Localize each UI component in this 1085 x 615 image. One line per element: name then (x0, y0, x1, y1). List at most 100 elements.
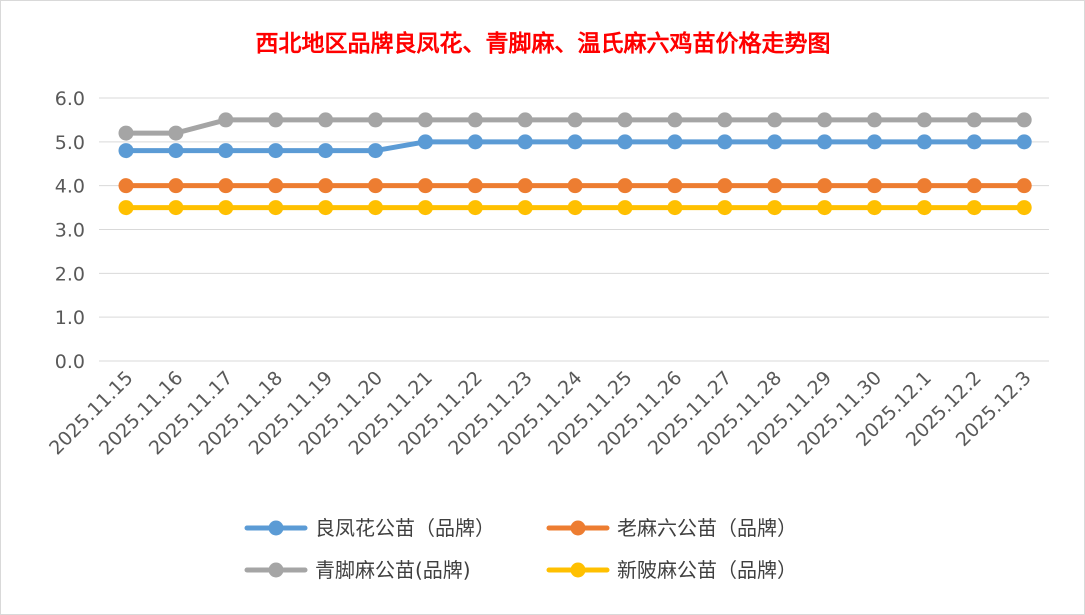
data-point (567, 134, 583, 150)
data-point (517, 112, 533, 128)
data-point (268, 143, 284, 159)
data-point (268, 178, 284, 194)
data-point (517, 200, 533, 216)
series-lines (118, 112, 1032, 216)
series-3 (118, 112, 1032, 141)
y-tick-label: 0.0 (55, 351, 85, 373)
data-point (1016, 134, 1032, 150)
data-point (817, 134, 833, 150)
data-point (467, 112, 483, 128)
data-point (617, 200, 633, 216)
data-point (817, 178, 833, 194)
data-point (567, 178, 583, 194)
y-tick-label: 5.0 (55, 132, 85, 154)
data-point (867, 200, 882, 216)
data-point (368, 200, 383, 216)
y-tick-label: 6.0 (55, 88, 85, 110)
data-point (567, 112, 583, 128)
data-point (867, 178, 882, 194)
data-point (168, 143, 184, 159)
x-axis-ticks: 2025.11.152025.11.162025.11.172025.11.18… (45, 367, 1036, 459)
data-point (767, 134, 783, 150)
data-point (118, 178, 134, 194)
data-point (218, 200, 234, 216)
data-point (617, 178, 633, 194)
series-1 (118, 134, 1032, 159)
data-point (118, 200, 134, 216)
series-2 (118, 178, 1032, 194)
data-point (1016, 112, 1032, 128)
data-point (916, 134, 932, 150)
data-point (368, 112, 383, 128)
data-point (667, 178, 683, 194)
data-point (817, 200, 833, 216)
data-point (517, 178, 533, 194)
legend-label: 青脚麻公苗(品牌) (315, 558, 471, 582)
data-point (368, 178, 383, 194)
data-point (218, 143, 234, 159)
data-point (118, 125, 134, 141)
data-point (916, 112, 932, 128)
y-axis-ticks: 0.0 1.0 2.0 3.0 4.0 5.0 6.0 (55, 88, 85, 373)
data-point (218, 178, 234, 194)
data-point (817, 112, 833, 128)
data-point (767, 112, 783, 128)
data-point (617, 112, 633, 128)
legend-label: 良凤花公苗（品牌） (315, 516, 495, 540)
y-tick-label: 3.0 (55, 220, 85, 242)
data-point (966, 200, 982, 216)
data-point (318, 178, 334, 194)
data-point (717, 200, 733, 216)
data-point (617, 134, 633, 150)
legend-marker (268, 520, 284, 536)
legend-label: 新陂麻公苗（品牌） (617, 558, 797, 582)
data-point (567, 200, 583, 216)
legend-marker (570, 562, 586, 578)
legend: 良凤花公苗（品牌） 老麻六公苗（品牌） 青脚麻公苗(品牌) 新陂麻公苗（品牌） (244, 516, 797, 582)
data-point (717, 178, 733, 194)
data-point (118, 143, 134, 159)
data-point (667, 112, 683, 128)
y-tick-label: 4.0 (55, 176, 85, 198)
data-point (966, 134, 982, 150)
data-point (318, 200, 334, 216)
data-point (417, 178, 433, 194)
data-point (368, 143, 383, 159)
legend-marker (268, 562, 284, 578)
data-point (417, 134, 433, 150)
data-point (966, 112, 982, 128)
data-point (767, 178, 783, 194)
legend-item: 老麻六公苗（品牌） (546, 516, 797, 540)
data-point (218, 112, 234, 128)
data-point (867, 134, 882, 150)
data-point (417, 200, 433, 216)
data-point (467, 178, 483, 194)
data-point (517, 134, 533, 150)
data-point (767, 200, 783, 216)
data-point (966, 178, 982, 194)
legend-marker (570, 520, 586, 536)
series-4 (118, 200, 1032, 216)
data-point (467, 134, 483, 150)
data-point (717, 134, 733, 150)
y-tick-label: 1.0 (55, 307, 85, 329)
legend-item: 青脚麻公苗(品牌) (244, 558, 471, 582)
data-point (867, 112, 882, 128)
data-point (1016, 178, 1032, 194)
legend-item: 新陂麻公苗（品牌） (546, 558, 797, 582)
data-point (268, 112, 284, 128)
legend-label: 老麻六公苗（品牌） (617, 516, 797, 540)
chart-title: 西北地区品牌良凤花、青脚麻、温氏麻六鸡苗价格走势图 (256, 30, 831, 57)
data-point (916, 178, 932, 194)
data-point (168, 178, 184, 194)
data-point (1016, 200, 1032, 216)
legend-item: 良凤花公苗（品牌） (244, 516, 495, 540)
data-point (667, 134, 683, 150)
data-point (417, 112, 433, 128)
data-point (268, 200, 284, 216)
data-point (168, 200, 184, 216)
data-point (717, 112, 733, 128)
data-point (318, 143, 334, 159)
